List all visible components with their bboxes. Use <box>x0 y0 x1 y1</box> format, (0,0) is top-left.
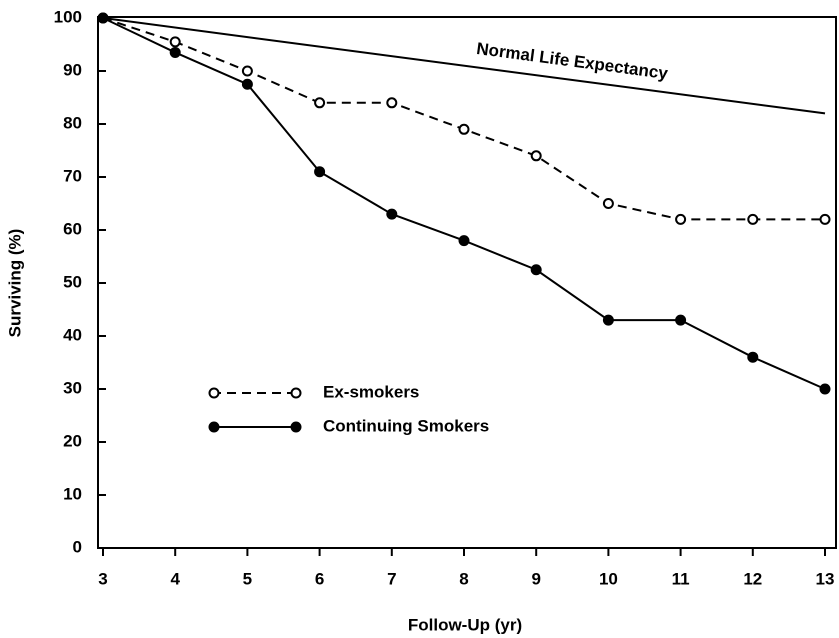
y-axis-label: Surviving (%) <box>5 229 24 338</box>
y-tick-label: 0 <box>73 537 82 556</box>
legend-marker <box>208 421 220 433</box>
plot-frame <box>97 16 837 549</box>
y-tick-label: 70 <box>63 166 82 185</box>
data-point <box>819 213 831 225</box>
legend-label: Continuing Smokers <box>323 416 489 435</box>
x-tick-label: 4 <box>170 569 180 588</box>
data-point <box>602 314 614 326</box>
data-point <box>314 166 326 178</box>
x-tick-label: 8 <box>459 569 468 588</box>
data-point <box>314 97 326 109</box>
y-tick-label: 30 <box>63 378 82 397</box>
x-tick-label: 11 <box>672 569 690 588</box>
x-tick-label: 7 <box>387 569 396 588</box>
x-axis-label: Follow-Up (yr) <box>408 615 522 634</box>
x-tick-label: 5 <box>243 569 252 588</box>
data-point <box>675 213 687 225</box>
y-tick-label: 50 <box>63 272 82 291</box>
series-annotation: Normal Life Expectancy <box>475 39 669 83</box>
x-tick-label: 6 <box>315 569 324 588</box>
data-point <box>602 198 614 209</box>
series-line <box>102 17 826 115</box>
y-tick-label: 10 <box>63 484 82 503</box>
data-point <box>819 383 831 395</box>
data-point <box>747 213 759 225</box>
y-tick-label: 40 <box>63 325 82 344</box>
x-tick-label: 9 <box>531 569 540 588</box>
data-point <box>169 36 181 48</box>
x-tick-label: 12 <box>743 569 762 588</box>
x-tick-label: 10 <box>599 569 618 588</box>
y-tick-label: 60 <box>63 219 82 238</box>
y-tick-label: 100 <box>54 7 82 26</box>
y-tick-label: 90 <box>63 60 82 79</box>
data-point <box>458 235 470 247</box>
data-point <box>530 150 542 162</box>
y-tick-label: 20 <box>63 431 82 450</box>
x-tick-label: 13 <box>816 569 835 588</box>
data-point <box>530 264 542 276</box>
data-point <box>458 123 470 135</box>
x-tick-label: 3 <box>98 569 107 588</box>
data-point <box>747 351 759 363</box>
data-point <box>241 65 253 77</box>
data-point <box>241 78 253 90</box>
data-point <box>169 46 181 58</box>
legend-marker <box>208 387 220 399</box>
legend-marker <box>290 421 302 433</box>
series-line <box>102 17 825 221</box>
legend-marker <box>290 387 302 399</box>
legend-label: Ex-smokers <box>323 382 419 401</box>
data-point <box>675 314 687 326</box>
y-tick-label: 80 <box>63 113 82 132</box>
data-point <box>386 97 398 109</box>
series-line <box>102 17 826 390</box>
data-point <box>386 208 398 220</box>
